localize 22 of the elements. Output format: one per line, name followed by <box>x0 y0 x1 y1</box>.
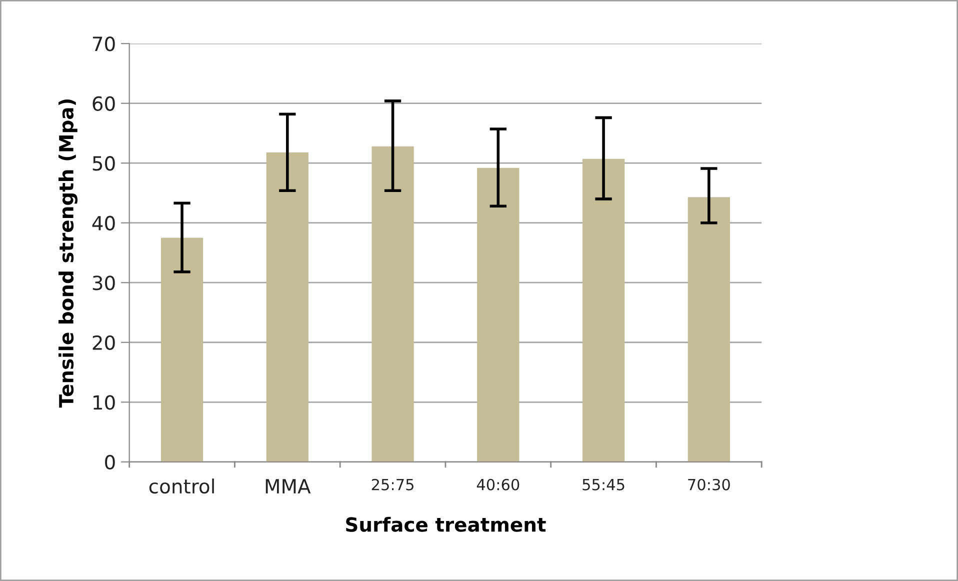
x-tick-label: MMA <box>266 479 311 494</box>
bar <box>477 168 520 462</box>
bar <box>160 238 204 462</box>
x-tick-label: 55:45 <box>582 479 624 490</box>
bar <box>688 197 730 462</box>
y-tick-label: 0 <box>105 454 115 470</box>
x-axis-title: Surface treatment <box>346 516 546 532</box>
x-tick-label: 40:60 <box>476 478 520 490</box>
bar <box>266 152 308 462</box>
x-tick-label: 25:75 <box>372 478 414 490</box>
y-tick-label: 50 <box>92 156 115 171</box>
y-tick-label: 40 <box>92 216 115 231</box>
y-axis-title: Tensile bond strength (Mpa) <box>58 99 78 408</box>
bar <box>582 158 625 462</box>
y-tick-label: 10 <box>94 395 115 410</box>
y-tick-label: 60 <box>92 96 115 111</box>
x-tick-label: control <box>149 478 214 494</box>
y-tick-label: 30 <box>92 276 115 290</box>
bar <box>372 146 414 462</box>
y-tick-label: 70 <box>92 36 115 52</box>
y-tick-label: 20 <box>92 335 115 350</box>
x-tick-label: 70:30 <box>688 478 730 490</box>
